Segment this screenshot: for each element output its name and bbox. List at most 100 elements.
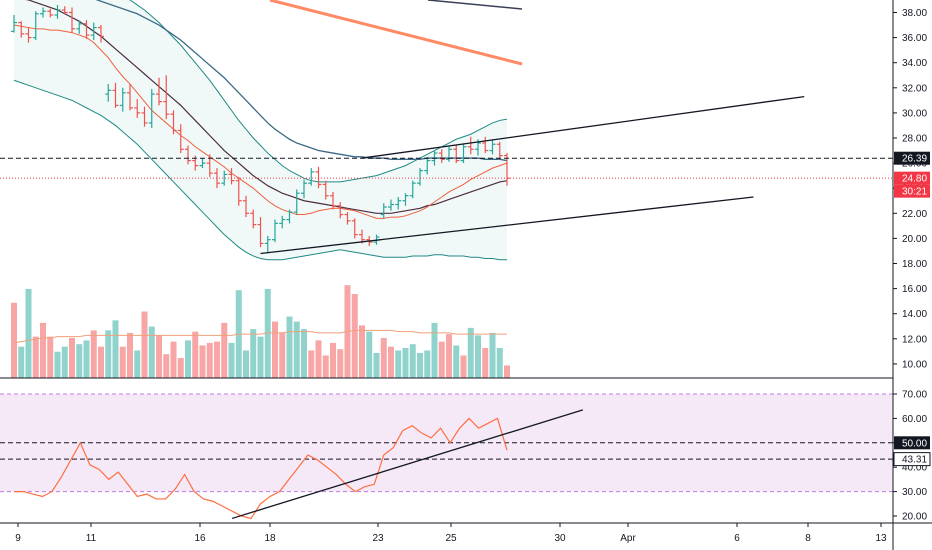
bollinger-lower-line <box>13 79 507 261</box>
volume-bar <box>380 337 387 378</box>
rsi-trendline <box>231 409 584 520</box>
tag-box <box>894 151 930 165</box>
tag-label: 26.39 <box>902 154 927 165</box>
ohlc-bar <box>170 110 177 135</box>
ohlc-bar <box>293 189 300 215</box>
volume-bar <box>337 349 344 378</box>
ohlc-bar <box>344 212 351 225</box>
price-tag-26-39: 26.39 <box>894 151 930 165</box>
ohlc-bar <box>228 168 235 185</box>
volume-bar <box>148 326 155 378</box>
x-tick-label: 16 <box>194 533 206 544</box>
bollinger-upper-line <box>129 0 508 183</box>
volume-panel[interactable] <box>11 285 510 378</box>
ohlc-bar <box>272 219 278 243</box>
price-tick-label: 36.00 <box>902 33 927 44</box>
x-tick-label: 11 <box>86 533 97 544</box>
ohlc-bar <box>279 215 286 229</box>
ohlc-bar <box>467 136 474 155</box>
volume-bar <box>286 316 293 378</box>
volume-bar <box>170 341 177 378</box>
volume-bar <box>446 334 452 378</box>
volume-bar <box>366 331 373 378</box>
ohlc-bar <box>409 180 416 199</box>
ohlc-bar <box>402 193 409 206</box>
volume-bar <box>424 350 431 378</box>
volume-bar <box>163 354 170 378</box>
x-tick-label: 25 <box>445 533 457 544</box>
volume-bar <box>504 365 510 378</box>
ohlc-bar <box>257 217 264 248</box>
volume-bar <box>214 341 220 378</box>
rsi-tag-50: 50.00 <box>894 436 930 450</box>
volume-bar <box>228 342 235 378</box>
ohlc-bar <box>148 89 155 128</box>
volume-bar <box>279 332 286 378</box>
price-tick-label: 10.00 <box>902 359 927 370</box>
volume-bar <box>185 340 191 378</box>
ohlc-bar <box>330 191 336 210</box>
ohlc-bar <box>11 15 17 33</box>
price-tick-label: 34.00 <box>902 58 927 69</box>
rsi-tag-43-31: 43.31 <box>893 452 931 467</box>
tag-box <box>893 452 931 467</box>
volume-bar <box>402 347 409 378</box>
volume-bar <box>192 331 199 378</box>
countdown-tag: 30:21 <box>894 184 930 198</box>
ohlc-bar <box>119 87 126 112</box>
volume-bar <box>177 357 184 378</box>
x-tick-label: 9 <box>15 533 21 544</box>
volume-bar <box>308 350 315 378</box>
volume-bar <box>61 346 68 378</box>
price-panel[interactable] <box>0 0 893 261</box>
volume-bar <box>206 342 213 378</box>
x-tick-label: 6 <box>734 533 740 544</box>
volume-ma-line <box>13 329 507 344</box>
volume-bar <box>40 322 46 378</box>
volume-bar <box>431 322 438 378</box>
volume-bar <box>453 345 460 378</box>
ohlc-bar <box>127 84 133 111</box>
ohlc-bar <box>69 7 75 33</box>
volume-bar <box>221 322 228 378</box>
volume-bar <box>395 350 402 378</box>
sma-200-line <box>269 0 523 66</box>
volume-bar <box>18 346 25 378</box>
sma-short-line <box>13 24 508 219</box>
ohlc-bar <box>156 77 162 106</box>
volume-bar <box>417 352 423 378</box>
ohlc-bar <box>105 84 112 102</box>
ohlc-bar <box>308 168 315 186</box>
ohlc-bar <box>25 27 32 43</box>
rsi-tick-label: 70.00 <box>902 390 927 401</box>
price-tick-label: 16.00 <box>902 284 927 295</box>
price-trendline <box>260 196 754 255</box>
bollinger-band-fill <box>14 0 507 260</box>
ohlc-bar <box>315 166 322 189</box>
ohlc-bar <box>337 202 344 219</box>
ohlc-bar <box>221 170 228 186</box>
x-tick-label: 18 <box>264 533 276 544</box>
price-tick-label: 32.00 <box>902 83 927 94</box>
volume-bar <box>475 335 481 378</box>
price-tag-current: 24.80 <box>894 171 930 185</box>
ohlc-bar <box>76 21 83 34</box>
volume-bar <box>322 355 329 378</box>
price-tick-label: 28.00 <box>902 134 927 145</box>
ohlc-bar <box>163 75 170 120</box>
x-tick-label: 13 <box>875 533 887 544</box>
volume-bar <box>127 332 133 378</box>
volume-bar <box>351 293 358 378</box>
volume-bar <box>293 321 300 378</box>
rsi-tick-label: 60.00 <box>902 414 927 425</box>
volume-bar <box>489 332 496 378</box>
price-tick-label: 12.00 <box>902 334 927 345</box>
volume-bar <box>134 350 141 378</box>
rsi-panel[interactable] <box>0 393 893 520</box>
volume-bar <box>373 352 380 378</box>
ohlc-bar <box>235 176 242 206</box>
tag-box <box>894 184 930 198</box>
volume-bar <box>388 346 394 378</box>
volume-bar <box>496 347 503 378</box>
